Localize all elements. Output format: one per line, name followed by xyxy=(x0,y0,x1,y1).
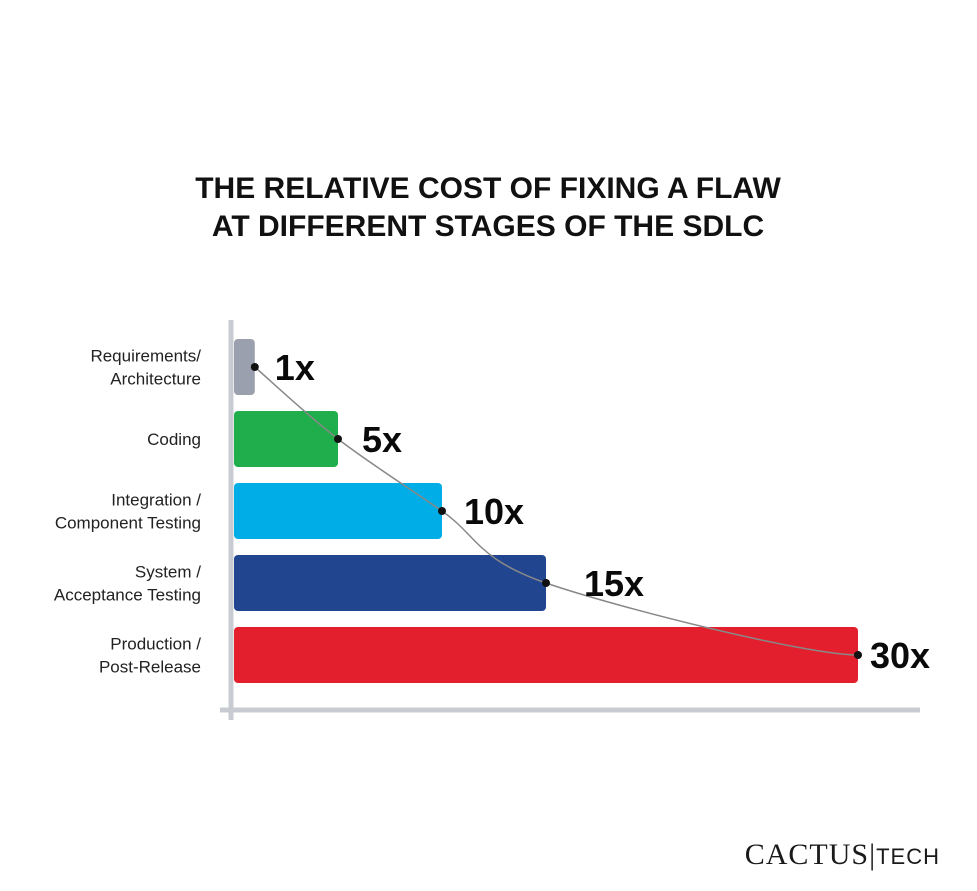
category-label-2-line-1: Coding xyxy=(147,430,201,449)
category-label-4-line-2: Acceptance Testing xyxy=(54,586,201,605)
chart-title: THE RELATIVE COST OF FIXING A FLAW AT DI… xyxy=(195,172,781,243)
category-label-5-line-2: Post-Release xyxy=(99,658,201,677)
bar-1 xyxy=(234,339,255,395)
value-label-1: 1x xyxy=(275,347,315,388)
value-labels: 1x 5x 10x 15x 30x xyxy=(275,347,930,676)
logo-brand-pre: CA xyxy=(745,838,789,871)
category-label-1-line-1: Requirements/ xyxy=(90,347,201,366)
brand-logo: CACTUS|TECH xyxy=(745,838,940,871)
trend-curve xyxy=(254,366,859,656)
chart-title-line-2: AT DIFFERENT STAGES OF THE SDLC xyxy=(212,210,764,243)
logo-separator: | xyxy=(869,838,876,871)
trend-dot-5 xyxy=(854,651,862,659)
bar-2 xyxy=(234,411,338,467)
value-label-4: 15x xyxy=(584,563,644,604)
trend-dots xyxy=(250,363,862,659)
value-label-5: 30x xyxy=(870,635,930,676)
trend-dot-3 xyxy=(438,507,446,515)
bar-5 xyxy=(234,627,858,683)
logo-brand-post: TUS xyxy=(809,838,869,871)
chart-title-line-1: THE RELATIVE COST OF FIXING A FLAW xyxy=(195,172,781,205)
category-label-3-line-1: Integration / xyxy=(111,491,201,510)
category-label-5-line-1: Production / xyxy=(110,635,201,654)
value-label-3: 10x xyxy=(464,491,524,532)
bar-3 xyxy=(234,483,442,539)
trend-dot-1 xyxy=(250,363,259,371)
bar-4 xyxy=(234,555,546,611)
category-label-1-line-2: Architecture xyxy=(110,370,201,389)
chart-axes xyxy=(220,320,920,720)
trend-dot-2 xyxy=(334,435,342,443)
category-label-4-line-1: System / xyxy=(135,563,201,582)
logo-suffix: TECH xyxy=(876,844,940,869)
category-labels: Requirements/Architecture Coding Integrati… xyxy=(54,347,201,677)
category-label-3-line-2: Component Testing xyxy=(55,514,201,533)
bars-group xyxy=(234,339,858,683)
logo-brand-accent: C xyxy=(788,838,809,871)
trend-dot-4 xyxy=(542,579,550,587)
value-label-2: 5x xyxy=(362,419,402,460)
svg-text:CACTUS|TECH: CACTUS|TECH xyxy=(745,838,940,871)
